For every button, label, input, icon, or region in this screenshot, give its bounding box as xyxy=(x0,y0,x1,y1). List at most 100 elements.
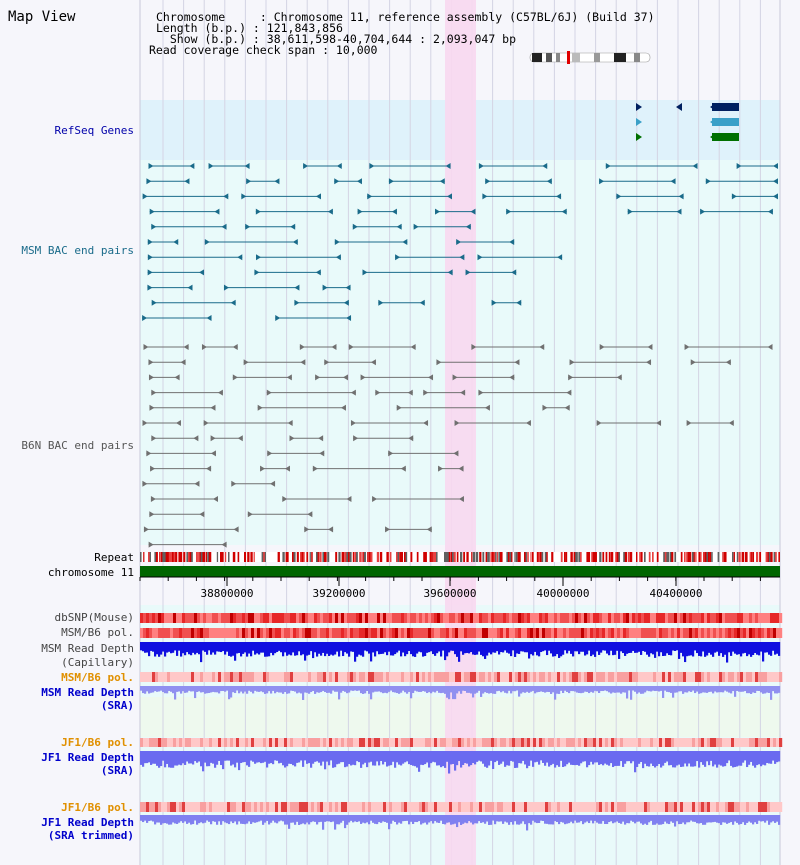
msm-depth-sra-bar xyxy=(198,686,201,692)
jf1-pol-heat-cell xyxy=(728,738,732,747)
msm-pol-heat-cell xyxy=(182,628,186,638)
msm-depth-sra-bar xyxy=(510,686,513,694)
msm-pol-heat-cell xyxy=(470,628,474,638)
jf1-depth-trim-bar xyxy=(170,815,173,825)
jf1-depth-trim-bar xyxy=(664,815,667,822)
msm-depth-sra-bar xyxy=(384,686,387,693)
msm-pol-sra-heat-cell xyxy=(227,672,231,682)
repeat-mark xyxy=(656,552,659,562)
msm-depth-capillary-bar xyxy=(472,642,475,655)
bac-end-marker xyxy=(203,420,209,426)
jf1-depth-sra-bar xyxy=(580,751,583,764)
ideogram-position-marker xyxy=(567,51,570,64)
jf1-depth-sra-bar xyxy=(286,751,289,767)
msm-pol-heat-cell xyxy=(254,628,258,638)
msm-depth-capillary-bar xyxy=(506,642,509,653)
msm-pol-heat-cell xyxy=(692,628,696,638)
msm-depth-sra-bar xyxy=(692,686,695,691)
jf1-pol-trim-heat-cell xyxy=(776,802,780,812)
jf1-depth-trim-bar xyxy=(702,815,705,825)
msm-depth-sra-bar xyxy=(590,686,593,692)
jf1-depth-trim-bar xyxy=(270,815,273,823)
jf1-pol-heat-cell xyxy=(407,738,411,747)
jf1-depth-trim-bar xyxy=(284,815,287,825)
msm-depth-sra-bar xyxy=(188,686,191,691)
jf1-depth-trim-bar xyxy=(148,815,151,822)
bac-end-marker xyxy=(428,374,434,381)
bac-end-marker xyxy=(180,359,186,366)
msm-pol-sra-heat-cell xyxy=(422,672,426,682)
msm-depth-capillary-bar xyxy=(772,642,775,651)
bac-end-marker xyxy=(147,284,153,291)
msm-depth-sra-bar xyxy=(142,686,145,694)
repeat-mark xyxy=(191,552,193,562)
jf1-pol-heat-cell xyxy=(338,738,342,747)
jf1-pol-trim-heat-cell xyxy=(260,802,264,812)
msm-depth-capillary-bar xyxy=(490,642,493,655)
msm-depth-capillary-bar xyxy=(476,642,479,655)
dbsnp-heat-cell xyxy=(767,613,771,623)
jf1-depth-sra-bar xyxy=(486,751,489,768)
repeat-mark xyxy=(359,552,362,562)
dbsnp-heat-cell xyxy=(605,613,609,623)
dbsnp-heat-cell xyxy=(677,613,681,623)
jf1-depth-sra-bar xyxy=(342,751,345,763)
jf1-depth-trim-bar xyxy=(398,815,401,823)
msm-pol-heat-cell xyxy=(314,628,318,638)
msm-pol-heat-cell xyxy=(632,628,636,638)
msm-depth-capillary-bar xyxy=(732,642,735,652)
msm-depth-sra-bar xyxy=(746,686,749,694)
jf1-depth-trim-bar xyxy=(190,815,193,825)
msm-depth-capillary-bar xyxy=(586,642,589,655)
repeat-mark xyxy=(536,552,539,562)
jf1-pol-heat-cell xyxy=(536,738,540,747)
refseq-genes[interactable] xyxy=(636,103,739,141)
jf1-pol-trim-heat-cell xyxy=(572,802,576,812)
msm-depth-sra-bar xyxy=(288,686,291,694)
jf1-pol-heat-cell xyxy=(437,738,441,747)
msm-bac-end-pairs[interactable] xyxy=(142,163,778,321)
msm-depth-capillary-bar xyxy=(386,642,389,656)
b6n-bac-end-pairs[interactable] xyxy=(142,344,773,548)
msm-pol-sra-heat-cell xyxy=(350,672,354,682)
jf1-depth-sra-bar xyxy=(484,751,487,767)
msm-depth-sra-bar xyxy=(664,686,667,691)
msm-depth-capillary-bar xyxy=(214,642,217,655)
jf1-pol-trim-heat-cell xyxy=(569,802,573,812)
jf1-depth-sra-bar xyxy=(190,751,193,764)
msm-depth-capillary-bar xyxy=(706,642,709,656)
msm-depth-capillary-bar xyxy=(318,642,321,654)
jf1-pol-trim-heat-cell xyxy=(434,802,438,812)
msm-depth-sra-bar xyxy=(544,686,547,693)
msm-depth-sra-bar xyxy=(184,686,187,693)
bac-end-marker xyxy=(419,299,425,306)
repeat-mark xyxy=(624,552,628,562)
heatmap-tracks[interactable] xyxy=(140,613,783,812)
jf1-depth-trim-bar xyxy=(568,815,571,824)
dbsnp-heat-cell xyxy=(215,613,219,623)
jf1-pol-heat-cell xyxy=(635,738,639,747)
bac-end-marker xyxy=(290,223,296,230)
jf1-depth-trim-bar xyxy=(578,815,581,823)
chromosome-bar[interactable] xyxy=(140,566,780,577)
msm-depth-capillary-bar xyxy=(710,642,713,655)
msm-depth-sra-bar xyxy=(722,686,725,693)
jf1-depth-sra-bar xyxy=(206,751,209,767)
highlight-region[interactable] xyxy=(445,0,476,865)
repeat-track[interactable] xyxy=(140,552,780,562)
jf1-depth-sra-bar xyxy=(204,751,207,763)
bac-end-marker xyxy=(334,239,340,245)
jf1-pol-heat-cell xyxy=(254,738,258,747)
repeat-mark xyxy=(346,552,350,562)
msm-pol-sra-heat-cell xyxy=(278,672,282,682)
jf1-depth-sra-bar xyxy=(586,751,589,768)
chromosome-ideogram[interactable] xyxy=(529,51,651,64)
repeat-mark xyxy=(648,552,651,562)
msm-pol-heat-cell xyxy=(446,628,450,638)
jf1-depth-trim-bar xyxy=(532,815,535,821)
msm-pol-heat-cell xyxy=(206,628,210,638)
msm-depth-capillary-bar xyxy=(536,642,539,656)
jf1-depth-trim-bar xyxy=(750,815,753,823)
read-depth-tracks[interactable] xyxy=(140,642,781,831)
